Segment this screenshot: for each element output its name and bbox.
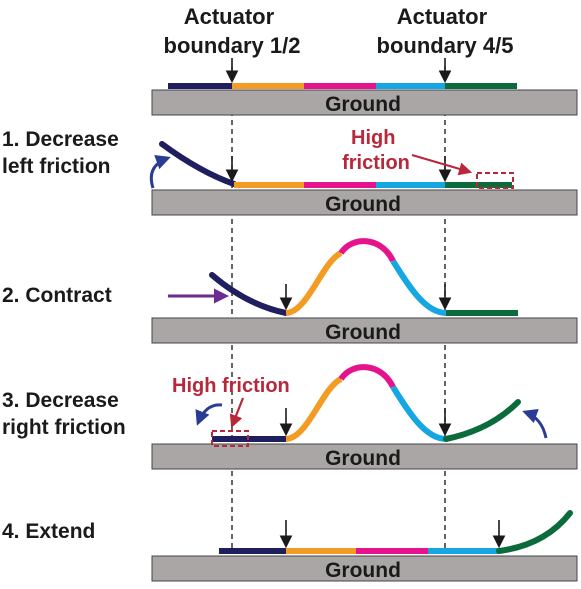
row-initial: Ground — [151, 58, 578, 116]
ground-bar — [151, 189, 578, 216]
step-4-label: 4. Extend — [2, 520, 95, 543]
ground-bar — [151, 317, 578, 344]
ground-bar — [151, 555, 578, 582]
high-friction-box — [476, 172, 514, 189]
ground-bar — [151, 89, 578, 116]
ground-label: Ground — [325, 447, 401, 470]
ground-label: Ground — [325, 321, 401, 344]
boundary-left-label: Actuator boundary 1/2 — [164, 4, 301, 58]
curl-arrow-left-icon — [195, 403, 223, 426]
row-step-3: 3. Decrease right friction Ground High f… — [2, 364, 578, 470]
step-3-label: 3. Decrease right friction — [2, 389, 126, 439]
high-friction-box — [211, 430, 249, 447]
step-1-label: 1. Decrease left friction — [2, 128, 125, 178]
row-step-2: 2. Contract Ground — [2, 238, 578, 344]
high-friction-label: High friction — [342, 127, 410, 174]
curl-arrow-right-icon — [522, 408, 548, 439]
high-friction-pointer — [411, 153, 473, 176]
step-2-label: 2. Contract — [2, 284, 112, 307]
ground-bar — [151, 443, 578, 470]
row-step-1: 1. Decrease left friction Ground High fr… — [2, 127, 578, 216]
high-friction-label: High friction — [172, 375, 290, 397]
row-step-4: 4. Extend Ground — [2, 510, 578, 582]
boundary-right-label: Actuator boundary 4/5 — [377, 4, 514, 58]
ground-label: Ground — [325, 93, 401, 116]
ground-label: Ground — [325, 193, 401, 216]
curl-arrow-icon — [149, 155, 171, 189]
ground-label: Ground — [325, 559, 401, 582]
high-friction-pointer — [229, 397, 245, 429]
